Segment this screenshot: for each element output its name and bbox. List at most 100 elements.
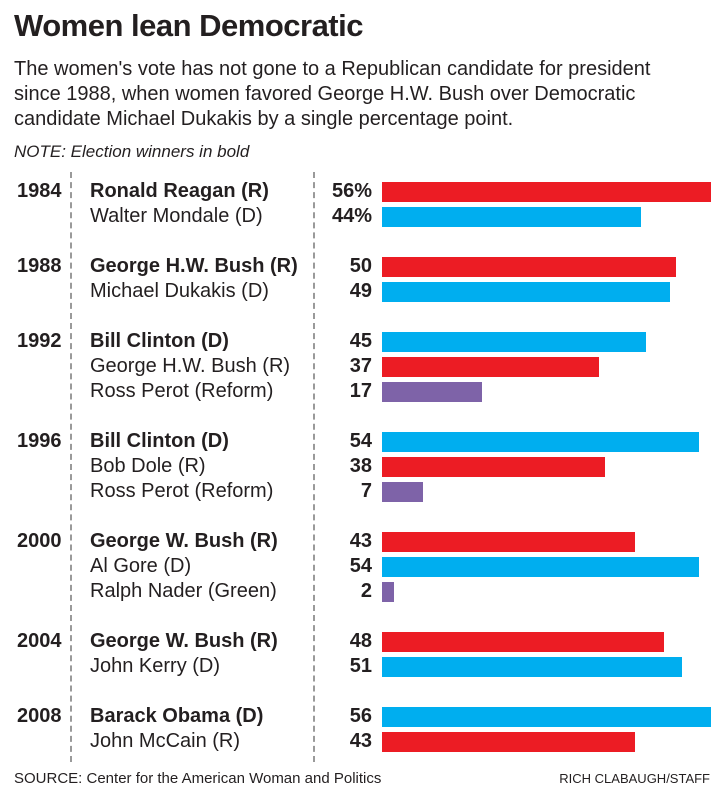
candidate-name: Ronald Reagan (R): [90, 180, 269, 202]
value-label: 54: [349, 555, 372, 577]
candidate-name: Bill Clinton (D): [90, 330, 229, 352]
note-winners-bold: NOTE: Election winners in bold: [14, 142, 250, 161]
election-group-1992: 1992 Bill Clinton (D) 45 George H.W. Bush (…: [0, 329, 721, 404]
candidate-row: Ross Perot (Reform) 7: [70, 479, 721, 504]
candidate-name: Barack Obama (D): [90, 705, 264, 727]
value-label: 2: [360, 580, 372, 602]
candidate-row: George H.W. Bush (R) 50: [70, 254, 721, 279]
year-label: 1992: [17, 330, 62, 352]
divider-line-years: [70, 172, 72, 762]
vote-bar: [382, 331, 647, 352]
candidate-row: Ralph Nader (Green) 2: [70, 579, 721, 604]
election-group-2000: 2000 George W. Bush (R) 43 Al Gore (D) 54 Ral…: [0, 529, 721, 604]
vote-bar: [382, 556, 700, 577]
bar-track: [382, 531, 711, 552]
election-group-1988: 1988 George H.W. Bush (R) 50 Michael Dukaki…: [0, 254, 721, 304]
candidate-name: Ross Perot (Reform): [90, 380, 274, 402]
candidate-row: Barack Obama (D) 56: [70, 704, 721, 729]
bar-track: [382, 706, 711, 727]
candidate-row: Ross Perot (Reform) 17: [70, 379, 721, 404]
candidate-row: George H.W. Bush (R) 37: [70, 354, 721, 379]
bar-track: [382, 431, 711, 452]
candidate-name: Ralph Nader (Green): [90, 580, 277, 602]
value-label: 50: [349, 255, 372, 277]
candidate-row: Michael Dukakis (D) 49: [70, 279, 721, 304]
candidate-row: Ronald Reagan (R) 56%: [70, 179, 721, 204]
candidate-name: Michael Dukakis (D): [90, 280, 269, 302]
vote-bar: [382, 206, 641, 227]
vote-bar: [382, 706, 711, 727]
footer: SOURCE: Center for the American Woman an…: [0, 754, 721, 787]
candidate-row: Walter Mondale (D) 44%: [70, 204, 721, 229]
candidate-name: Bill Clinton (D): [90, 430, 229, 452]
bar-track: [382, 581, 711, 602]
bar-track: [382, 331, 711, 352]
page-title: Women lean Democratic: [14, 8, 363, 43]
value-label: 38: [349, 455, 372, 477]
year-label: 2004: [17, 630, 62, 652]
bar-track: [382, 631, 711, 652]
value-label: 48: [349, 630, 372, 652]
year-label: 1988: [17, 255, 62, 277]
candidate-name: George W. Bush (R): [90, 630, 278, 652]
election-group-1996: 1996 Bill Clinton (D) 54 Bob Dole (R) 38 Ross…: [0, 429, 721, 504]
vote-bar: [382, 456, 606, 477]
vote-bar: [382, 431, 700, 452]
bar-track: [382, 181, 711, 202]
source-credit: SOURCE: Center for the American Woman an…: [14, 770, 382, 787]
vote-bar: [382, 256, 676, 277]
vote-bar: [382, 656, 682, 677]
year-label: 2008: [17, 705, 62, 727]
staff-credit: RICH CLABAUGH/STAFF: [559, 771, 710, 786]
bar-chart: 1984 Ronald Reagan (R) 56% Walter Mondale (…: [0, 172, 721, 762]
bar-track: [382, 281, 711, 302]
bar-track: [382, 731, 711, 752]
value-label: 7: [360, 480, 372, 502]
year-label: 1996: [17, 430, 62, 452]
candidate-row: George W. Bush (R) 43: [70, 529, 721, 554]
bar-track: [382, 556, 711, 577]
candidate-name: George H.W. Bush (R): [90, 255, 298, 277]
year-label: 2000: [17, 530, 62, 552]
bar-track: [382, 356, 711, 377]
value-label: 44%: [331, 205, 372, 227]
bar-track: [382, 381, 711, 402]
election-group-2008: 2008 Barack Obama (D) 56 John McCain (R) 43: [0, 704, 721, 754]
candidate-row: Bob Dole (R) 38: [70, 454, 721, 479]
election-group-2004: 2004 George W. Bush (R) 48 John Kerry (D) 51: [0, 629, 721, 679]
candidate-row: Bill Clinton (D) 54: [70, 429, 721, 454]
candidate-name: George W. Bush (R): [90, 530, 278, 552]
value-label: 54: [349, 430, 372, 452]
subtitle: The women's vote has not gone to a Repub…: [14, 58, 651, 130]
candidate-name: Walter Mondale (D): [90, 205, 263, 227]
year-label: 1984: [17, 180, 62, 202]
vote-bar: [382, 181, 711, 202]
candidate-row: Al Gore (D) 54: [70, 554, 721, 579]
candidate-name: Ross Perot (Reform): [90, 480, 274, 502]
election-group-1984: 1984 Ronald Reagan (R) 56% Walter Mondale (…: [0, 179, 721, 229]
candidate-name: Bob Dole (R): [90, 455, 206, 477]
vote-bar: [382, 581, 394, 602]
bar-track: [382, 206, 711, 227]
value-label: 17: [349, 380, 372, 402]
vote-bar: [382, 531, 635, 552]
bar-track: [382, 481, 711, 502]
vote-bar: [382, 356, 600, 377]
vote-bar: [382, 631, 664, 652]
candidate-name: George H.W. Bush (R): [90, 355, 291, 377]
vote-bar: [382, 731, 635, 752]
value-label: 43: [349, 730, 372, 752]
value-label: 37: [349, 355, 372, 377]
bar-track: [382, 456, 711, 477]
candidate-row: John Kerry (D) 51: [70, 654, 721, 679]
bar-track: [382, 656, 711, 677]
value-label: 43: [349, 530, 372, 552]
vote-bar: [382, 481, 424, 502]
candidate-name: John Kerry (D): [90, 655, 221, 677]
value-label: 51: [349, 655, 372, 677]
candidate-name: Al Gore (D): [90, 555, 192, 577]
value-label: 56: [349, 705, 372, 727]
value-label: 45: [349, 330, 372, 352]
candidate-row: Bill Clinton (D) 45: [70, 329, 721, 354]
